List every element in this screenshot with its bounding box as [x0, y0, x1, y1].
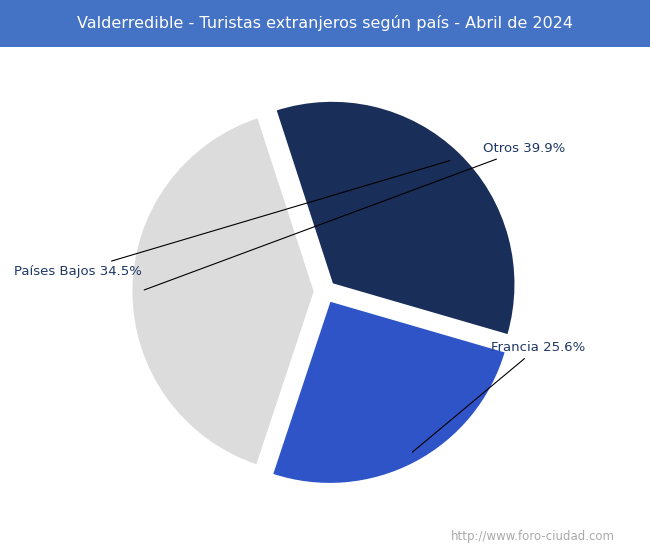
Wedge shape	[272, 300, 506, 484]
Text: http://www.foro-ciudad.com: http://www.foro-ciudad.com	[451, 530, 615, 543]
Text: Otros 39.9%: Otros 39.9%	[144, 142, 566, 290]
Text: Valderredible - Turistas extranjeros según país - Abril de 2024: Valderredible - Turistas extranjeros seg…	[77, 15, 573, 31]
Wedge shape	[131, 117, 315, 465]
Text: Países Bajos 34.5%: Países Bajos 34.5%	[14, 161, 450, 278]
Wedge shape	[276, 101, 515, 336]
Text: Francia 25.6%: Francia 25.6%	[413, 341, 585, 452]
